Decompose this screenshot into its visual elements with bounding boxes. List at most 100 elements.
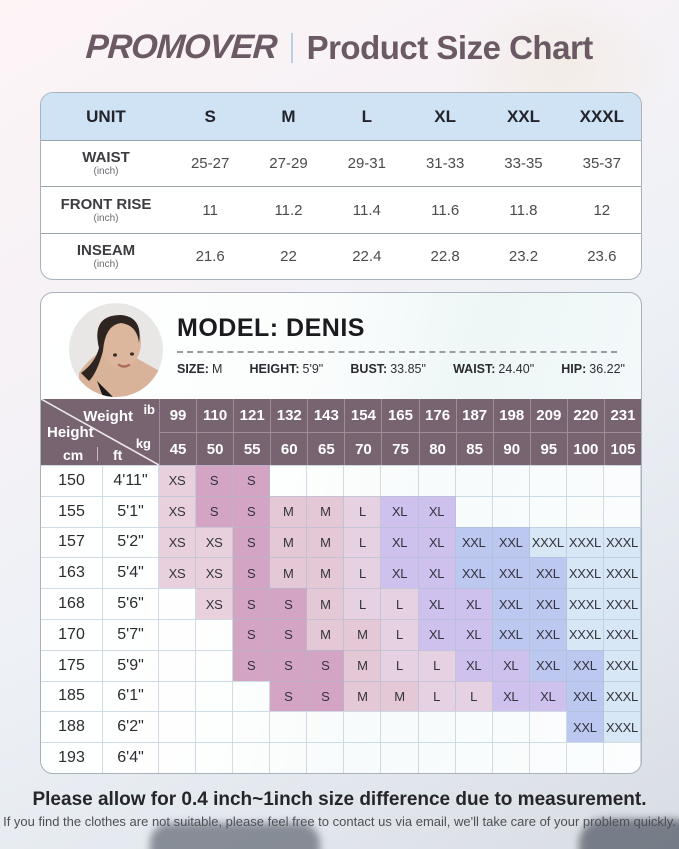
size-recommendation-cell: L [344, 557, 382, 589]
size-recommendation-cell: XXL [455, 526, 493, 558]
row-label: FRONT RISE [60, 195, 152, 213]
size-recommendation-cell: XL [492, 649, 530, 681]
height-ft-cell: 5'2" [103, 526, 159, 558]
weight-lb-header-cell: 176 [418, 399, 456, 432]
empty-cell [603, 495, 641, 527]
weight-kg-header-cell: 50 [196, 432, 234, 465]
size-recommendation-cell: M [307, 588, 345, 619]
empty-cell [492, 711, 530, 743]
height-cm-cell: 157 [41, 526, 103, 558]
empty-cell [566, 495, 604, 527]
size-recommendation-cell: S [307, 680, 345, 712]
size-recommendation-cell: XXXL [566, 618, 604, 650]
weight-lb-header-cell: 132 [270, 399, 308, 432]
empty-cell [307, 742, 345, 773]
row-label-cell: INSEAM (inch) [41, 232, 171, 279]
model-spec-value: 33.85" [390, 362, 426, 376]
weight-kg-header-cell: 75 [381, 432, 419, 465]
height-cm-cell: 168 [41, 588, 103, 619]
size-recommendation-cell: L [344, 495, 382, 527]
size-recommendation-cell: L [418, 680, 456, 712]
size-recommendation-cell: XL [529, 680, 567, 712]
size-recommendation-cell: XXXL [603, 588, 641, 619]
size-recommendation-cell: L [455, 680, 493, 712]
measurement-value-cell: 11.2 [249, 186, 328, 234]
empty-cell [233, 742, 271, 773]
empty-cell [344, 465, 382, 496]
size-recommendation-cell: XL [455, 649, 493, 681]
size-recommendation-cell: S [233, 526, 271, 558]
empty-cell [270, 742, 308, 773]
model-spec: WAIST: 24.40" [453, 362, 534, 376]
empty-cell [159, 588, 197, 619]
column-header-size: XXL [484, 93, 563, 141]
weight-lb-header-cell: 165 [381, 399, 419, 432]
empty-cell [566, 742, 604, 773]
size-recommendation-cell: L [418, 649, 456, 681]
size-recommendation-cell: XL [381, 495, 419, 527]
model-specs: SIZE: M HEIGHT: 5'9" BUST: 33.85" WAIST: 24.40"… [177, 362, 625, 376]
size-recommendation-cell: M [307, 495, 345, 527]
height-ft-cell: 5'7" [103, 618, 159, 650]
height-ft-cell: 5'6" [103, 588, 159, 619]
empty-cell [603, 742, 641, 773]
size-recommendation-cell: S [270, 680, 308, 712]
weight-lb-header-cell: 209 [529, 399, 567, 432]
measurement-value-cell: 11.8 [484, 186, 563, 234]
empty-cell [307, 465, 345, 496]
height-ft-cell: 6'2" [103, 711, 159, 743]
height-cm-cell: 185 [41, 680, 103, 712]
size-recommendation-cell: M [270, 495, 308, 527]
model-spec-label: HEIGHT: [249, 362, 300, 376]
measurement-value-cell: 25-27 [171, 139, 250, 187]
weight-kg-header-cell: 100 [566, 432, 604, 465]
model-spec-label: BUST: [350, 362, 388, 376]
weight-kg-header-cell: 95 [529, 432, 567, 465]
model-spec-value: 24.40" [498, 362, 535, 376]
cm-ft-divider [97, 447, 98, 461]
measurement-value-cell: 21.6 [171, 232, 250, 279]
table-row: FRONT RISE (inch) 11 11.2 11.4 11.6 11.8 12 [41, 186, 641, 234]
measurement-value-cell: 31-33 [405, 139, 485, 187]
measurement-value-cell: 33-35 [484, 139, 563, 187]
page-title: Product Size Chart [306, 28, 594, 66]
size-recommendation-cell: L [344, 526, 382, 558]
size-table-header-row: UNIT S M L XL XXL XXXL [41, 93, 641, 141]
empty-cell [455, 711, 493, 743]
unit-size-table: UNIT S M L XL XXL XXXL WAIST (inch) 25-27 27-29 29-… [41, 93, 641, 279]
size-recommendation-cell: XXL [566, 649, 604, 681]
height-axis-label: Height [47, 424, 94, 441]
height-cm-cell: 193 [41, 742, 103, 773]
measurement-value-cell: 22.8 [405, 232, 485, 279]
size-recommendation-cell: XXL [492, 588, 530, 619]
empty-cell [418, 742, 456, 773]
empty-cell [159, 742, 197, 773]
size-recommendation-cell: XXL [529, 588, 567, 619]
size-recommendation-cell: M [344, 680, 382, 712]
empty-cell [529, 711, 567, 743]
model-photo [69, 303, 163, 397]
size-recommendation-cell: XXXL [566, 588, 604, 619]
row-unit: (inch) [93, 212, 119, 224]
height-ft-cell: 4'11" [103, 465, 159, 496]
weight-lb-header-cell: 121 [233, 399, 271, 432]
size-recommendation-cell: XS [196, 526, 234, 558]
background-photo-hint [150, 823, 320, 849]
height-cm-cell: 175 [41, 649, 103, 681]
column-header-unit: UNIT [41, 93, 171, 141]
size-recommendation-cell: XXL [529, 557, 567, 589]
size-recommendation-cell: XL [418, 588, 456, 619]
empty-cell [529, 742, 567, 773]
weight-kg-header-cell: 45 [159, 432, 197, 465]
measurement-value-cell: 35-37 [562, 139, 641, 187]
pounds-unit-label: ib [143, 402, 155, 417]
size-recommendation-cell: XL [418, 526, 456, 558]
measurement-value-cell: 11.4 [327, 186, 406, 234]
size-recommendation-cell: S [233, 618, 271, 650]
size-recommendation-cell: XXL [529, 618, 567, 650]
dashed-divider [177, 351, 617, 353]
weight-lb-header-cell: 198 [492, 399, 530, 432]
empty-cell [159, 649, 197, 681]
height-cm-cell: 155 [41, 495, 103, 527]
empty-cell [455, 495, 493, 527]
